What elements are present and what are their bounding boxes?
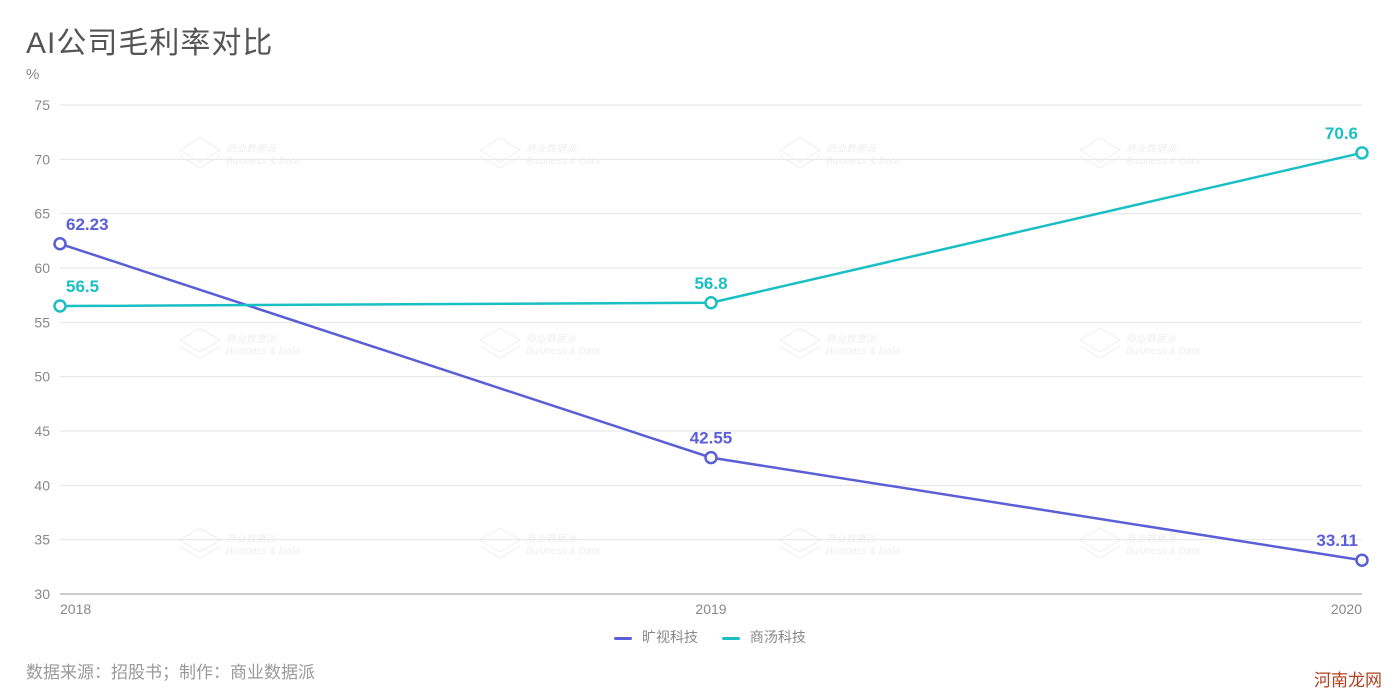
legend-label-0: 旷视科技 bbox=[642, 629, 698, 645]
svg-text:Business & Data: Business & Data bbox=[1126, 546, 1200, 557]
svg-text:商业数据派: 商业数据派 bbox=[1126, 533, 1178, 545]
svg-text:Business & Data: Business & Data bbox=[1126, 346, 1200, 357]
data-marker bbox=[1357, 147, 1368, 158]
svg-text:商业数据派: 商业数据派 bbox=[826, 143, 878, 155]
x-tick-label: 2020 bbox=[1331, 601, 1362, 617]
x-tick-label: 2019 bbox=[695, 601, 726, 617]
svg-text:商业数据派: 商业数据派 bbox=[826, 533, 878, 545]
y-tick-label: 75 bbox=[34, 97, 50, 113]
svg-text:Business & Data: Business & Data bbox=[526, 346, 600, 357]
value-label: 70.6 bbox=[1325, 124, 1358, 143]
svg-text:商业数据派: 商业数据派 bbox=[526, 143, 578, 155]
legend-swatch-1 bbox=[722, 637, 740, 640]
y-tick-label: 60 bbox=[34, 260, 50, 276]
footer-site: 河南龙网 bbox=[1314, 666, 1382, 691]
data-marker bbox=[706, 297, 717, 308]
svg-text:商业数据派: 商业数据派 bbox=[1126, 143, 1178, 155]
svg-text:商业数据派: 商业数据派 bbox=[526, 533, 578, 545]
y-tick-label: 50 bbox=[34, 369, 50, 385]
legend-swatch-0 bbox=[614, 637, 632, 640]
value-label: 62.23 bbox=[66, 215, 109, 234]
data-marker bbox=[706, 452, 717, 463]
y-tick-label: 65 bbox=[34, 206, 50, 222]
y-tick-label: 55 bbox=[34, 314, 50, 330]
svg-text:Business & Data: Business & Data bbox=[826, 156, 900, 167]
y-tick-label: 70 bbox=[34, 151, 50, 167]
value-label: 56.8 bbox=[694, 274, 727, 293]
x-tick-label: 2018 bbox=[60, 601, 91, 617]
svg-text:商业数据派: 商业数据派 bbox=[1126, 333, 1178, 345]
y-tick-label: 40 bbox=[34, 477, 50, 493]
svg-text:Business & Data: Business & Data bbox=[1126, 156, 1200, 167]
svg-text:Business & Data: Business & Data bbox=[226, 546, 300, 557]
svg-text:Business & Data: Business & Data bbox=[226, 346, 300, 357]
data-marker bbox=[1357, 555, 1368, 566]
data-marker bbox=[55, 238, 66, 249]
chart-svg: 商业数据派Business & Data商业数据派Business & Data… bbox=[0, 0, 1400, 699]
chart-area: 商业数据派Business & Data商业数据派Business & Data… bbox=[0, 0, 1400, 699]
svg-text:商业数据派: 商业数据派 bbox=[226, 333, 278, 345]
svg-text:Business & Data: Business & Data bbox=[226, 156, 300, 167]
svg-text:Business & Data: Business & Data bbox=[826, 546, 900, 557]
legend: 旷视科技 商汤科技 bbox=[0, 627, 1400, 647]
value-label: 33.11 bbox=[1316, 531, 1358, 550]
svg-text:商业数据派: 商业数据派 bbox=[226, 533, 278, 545]
legend-label-1: 商汤科技 bbox=[750, 629, 806, 645]
value-label: 56.5 bbox=[66, 277, 99, 296]
svg-text:Business & Data: Business & Data bbox=[826, 346, 900, 357]
svg-text:Business & Data: Business & Data bbox=[526, 546, 600, 557]
source-line: 数据来源：招股书；制作：商业数据派 bbox=[26, 658, 315, 683]
y-tick-label: 30 bbox=[34, 586, 50, 602]
svg-text:商业数据派: 商业数据派 bbox=[226, 143, 278, 155]
y-tick-label: 35 bbox=[34, 532, 50, 548]
svg-text:商业数据派: 商业数据派 bbox=[826, 333, 878, 345]
svg-text:Business & Data: Business & Data bbox=[526, 156, 600, 167]
value-label: 42.55 bbox=[690, 429, 733, 448]
svg-text:商业数据派: 商业数据派 bbox=[526, 333, 578, 345]
y-tick-label: 45 bbox=[34, 423, 50, 439]
data-marker bbox=[55, 301, 66, 312]
